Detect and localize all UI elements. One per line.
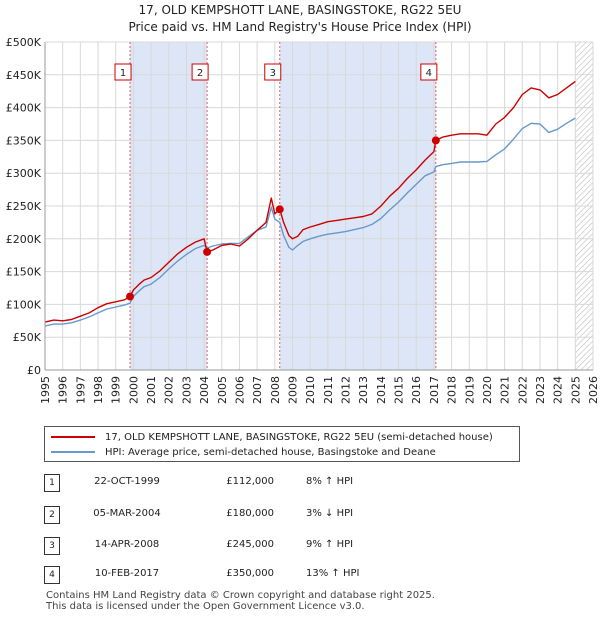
transaction-row: 2 05-MAR-2004 £180,000 3% ↓ HPI bbox=[44, 506, 464, 526]
x-tick-label: 2004 bbox=[198, 376, 211, 404]
x-tick-label: 2009 bbox=[286, 376, 299, 404]
x-tick-label: 2006 bbox=[233, 376, 246, 404]
sale-label-box bbox=[420, 63, 438, 81]
transaction-date: 22-OCT-1999 bbox=[94, 476, 160, 487]
y-tick-label: £200K bbox=[6, 233, 42, 246]
sale-point bbox=[275, 205, 284, 214]
x-tick-label: 2011 bbox=[322, 376, 335, 404]
x-tick-label: 2025 bbox=[569, 376, 582, 404]
sale-label: 3 bbox=[270, 68, 276, 79]
y-tick-label: £450K bbox=[6, 69, 42, 82]
x-tick-label: 1997 bbox=[74, 376, 87, 404]
x-tick-label: 2024 bbox=[552, 376, 565, 404]
sale-point bbox=[126, 292, 135, 301]
y-tick-label: £50K bbox=[13, 331, 42, 344]
hpi-line bbox=[44, 117, 576, 327]
transaction-hpi: 9% ↑ HPI bbox=[306, 539, 354, 550]
sale-label-box bbox=[114, 63, 132, 81]
x-tick-label: 2019 bbox=[463, 376, 476, 404]
y-tick-label: £0 bbox=[27, 364, 41, 377]
x-tick-label: 1996 bbox=[57, 376, 70, 404]
legend-label-hpi: HPI: Average price, semi-detached house,… bbox=[105, 446, 436, 458]
sale-label: 4 bbox=[426, 68, 432, 79]
x-tick-label: 2015 bbox=[393, 376, 406, 404]
x-tick-label: 2003 bbox=[180, 376, 193, 404]
x-tick-label: 1995 bbox=[39, 376, 52, 404]
legend: 17, OLD KEMPSHOTT LANE, BASINGSTOKE, RG2… bbox=[44, 426, 520, 462]
price-chart: 1 2 3 4 £0 £50K £100K £150K £200K £250K £300K £350K… bbox=[6, 36, 600, 404]
transaction-price: £180,000 bbox=[226, 508, 274, 519]
transaction-row: 4 10-FEB-2017 £350,000 13% ↑ HPI bbox=[44, 566, 464, 586]
sale-label: 2 bbox=[197, 68, 203, 79]
x-tick-label: 2010 bbox=[304, 376, 317, 404]
transaction-date: 10-FEB-2017 bbox=[94, 568, 160, 579]
x-tick-label: 2018 bbox=[446, 376, 459, 404]
transaction-price: £350,000 bbox=[226, 568, 274, 579]
x-tick-label: 2026 bbox=[587, 376, 600, 404]
transaction-date: 05-MAR-2004 bbox=[93, 508, 161, 519]
x-tick-label: 2012 bbox=[340, 376, 353, 404]
transaction-hpi: 8% ↑ HPI bbox=[306, 476, 354, 487]
x-tick-label: 2017 bbox=[428, 376, 441, 404]
transaction-hpi: 3% ↓ HPI bbox=[306, 508, 354, 519]
y-tick-label: £500K bbox=[6, 36, 42, 49]
x-tick-label: 1998 bbox=[92, 376, 105, 404]
x-tick-label: 2020 bbox=[481, 376, 494, 404]
sale-label-box bbox=[264, 63, 282, 81]
x-tick-label: 2016 bbox=[410, 376, 423, 404]
transaction-number: 1 bbox=[44, 474, 60, 492]
transaction-number: 3 bbox=[44, 537, 60, 555]
chart-subtitle: Price paid vs. HM Land Registry's House … bbox=[128, 20, 472, 34]
footer: Contains HM Land Registry data © Crown c… bbox=[46, 590, 435, 612]
footer-licence: This data is licensed under the Open Gov… bbox=[46, 601, 365, 612]
x-tick-label: 2002 bbox=[163, 376, 176, 404]
legend-swatch-hpi bbox=[51, 451, 95, 453]
x-tick-label: 2000 bbox=[127, 376, 140, 404]
x-tick-label: 2022 bbox=[516, 376, 529, 404]
legend-item-hpi: HPI: Average price, semi-detached house,… bbox=[51, 445, 436, 459]
y-tick-label: £300K bbox=[6, 167, 42, 180]
legend-item-property: 17, OLD KEMPSHOTT LANE, BASINGSTOKE, RG2… bbox=[51, 430, 493, 444]
x-tick-label: 2007 bbox=[251, 376, 264, 404]
legend-swatch-property bbox=[51, 436, 95, 438]
property-price-line bbox=[44, 80, 576, 323]
y-tick-label: £400K bbox=[6, 102, 42, 115]
sale-point bbox=[203, 247, 212, 256]
y-tick-label: £250K bbox=[6, 200, 42, 213]
transaction-price: £112,000 bbox=[226, 476, 274, 487]
transaction-row: 3 14-APR-2008 £245,000 9% ↑ HPI bbox=[44, 537, 464, 557]
x-tick-label: 2013 bbox=[357, 376, 370, 404]
y-tick-label: £350K bbox=[6, 134, 42, 147]
transaction-price: £245,000 bbox=[226, 539, 274, 550]
transaction-row: 1 22-OCT-1999 £112,000 8% ↑ HPI bbox=[44, 474, 464, 494]
transaction-number: 4 bbox=[44, 566, 60, 584]
x-tick-label: 2008 bbox=[269, 376, 282, 404]
sale-point bbox=[431, 136, 440, 145]
x-tick-label: 2005 bbox=[216, 376, 229, 404]
sale-label: 1 bbox=[120, 68, 126, 79]
x-tick-label: 2021 bbox=[499, 376, 512, 404]
chart-title: 17, OLD KEMPSHOTT LANE, BASINGSTOKE, RG2… bbox=[138, 3, 462, 17]
y-tick-label: £100K bbox=[6, 298, 42, 311]
y-tick-label: £150K bbox=[6, 266, 42, 279]
x-tick-label: 2014 bbox=[375, 376, 388, 404]
transaction-number: 2 bbox=[44, 506, 60, 524]
transaction-hpi: 13% ↑ HPI bbox=[306, 568, 360, 579]
x-tick-label: 2023 bbox=[534, 376, 547, 404]
x-tick-label: 2001 bbox=[145, 376, 158, 404]
footer-copyright: Contains HM Land Registry data © Crown c… bbox=[46, 590, 435, 601]
x-tick-label: 1999 bbox=[110, 376, 123, 404]
legend-label-property: 17, OLD KEMPSHOTT LANE, BASINGSTOKE, RG2… bbox=[105, 431, 493, 443]
sale-label-box bbox=[191, 63, 209, 81]
transaction-date: 14-APR-2008 bbox=[94, 539, 160, 550]
